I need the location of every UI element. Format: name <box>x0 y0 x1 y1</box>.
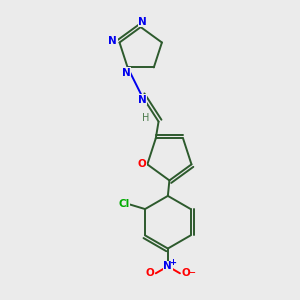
Text: Cl: Cl <box>118 200 129 209</box>
Text: N: N <box>122 68 130 78</box>
Text: +: + <box>169 258 176 267</box>
Text: −: − <box>188 268 195 277</box>
Text: O: O <box>145 268 154 278</box>
Text: O: O <box>137 159 146 170</box>
Text: N: N <box>138 16 147 26</box>
Text: H: H <box>142 113 150 124</box>
Text: N: N <box>108 36 117 46</box>
Text: N: N <box>164 262 172 272</box>
Text: O: O <box>182 268 190 278</box>
Text: N: N <box>138 95 147 105</box>
